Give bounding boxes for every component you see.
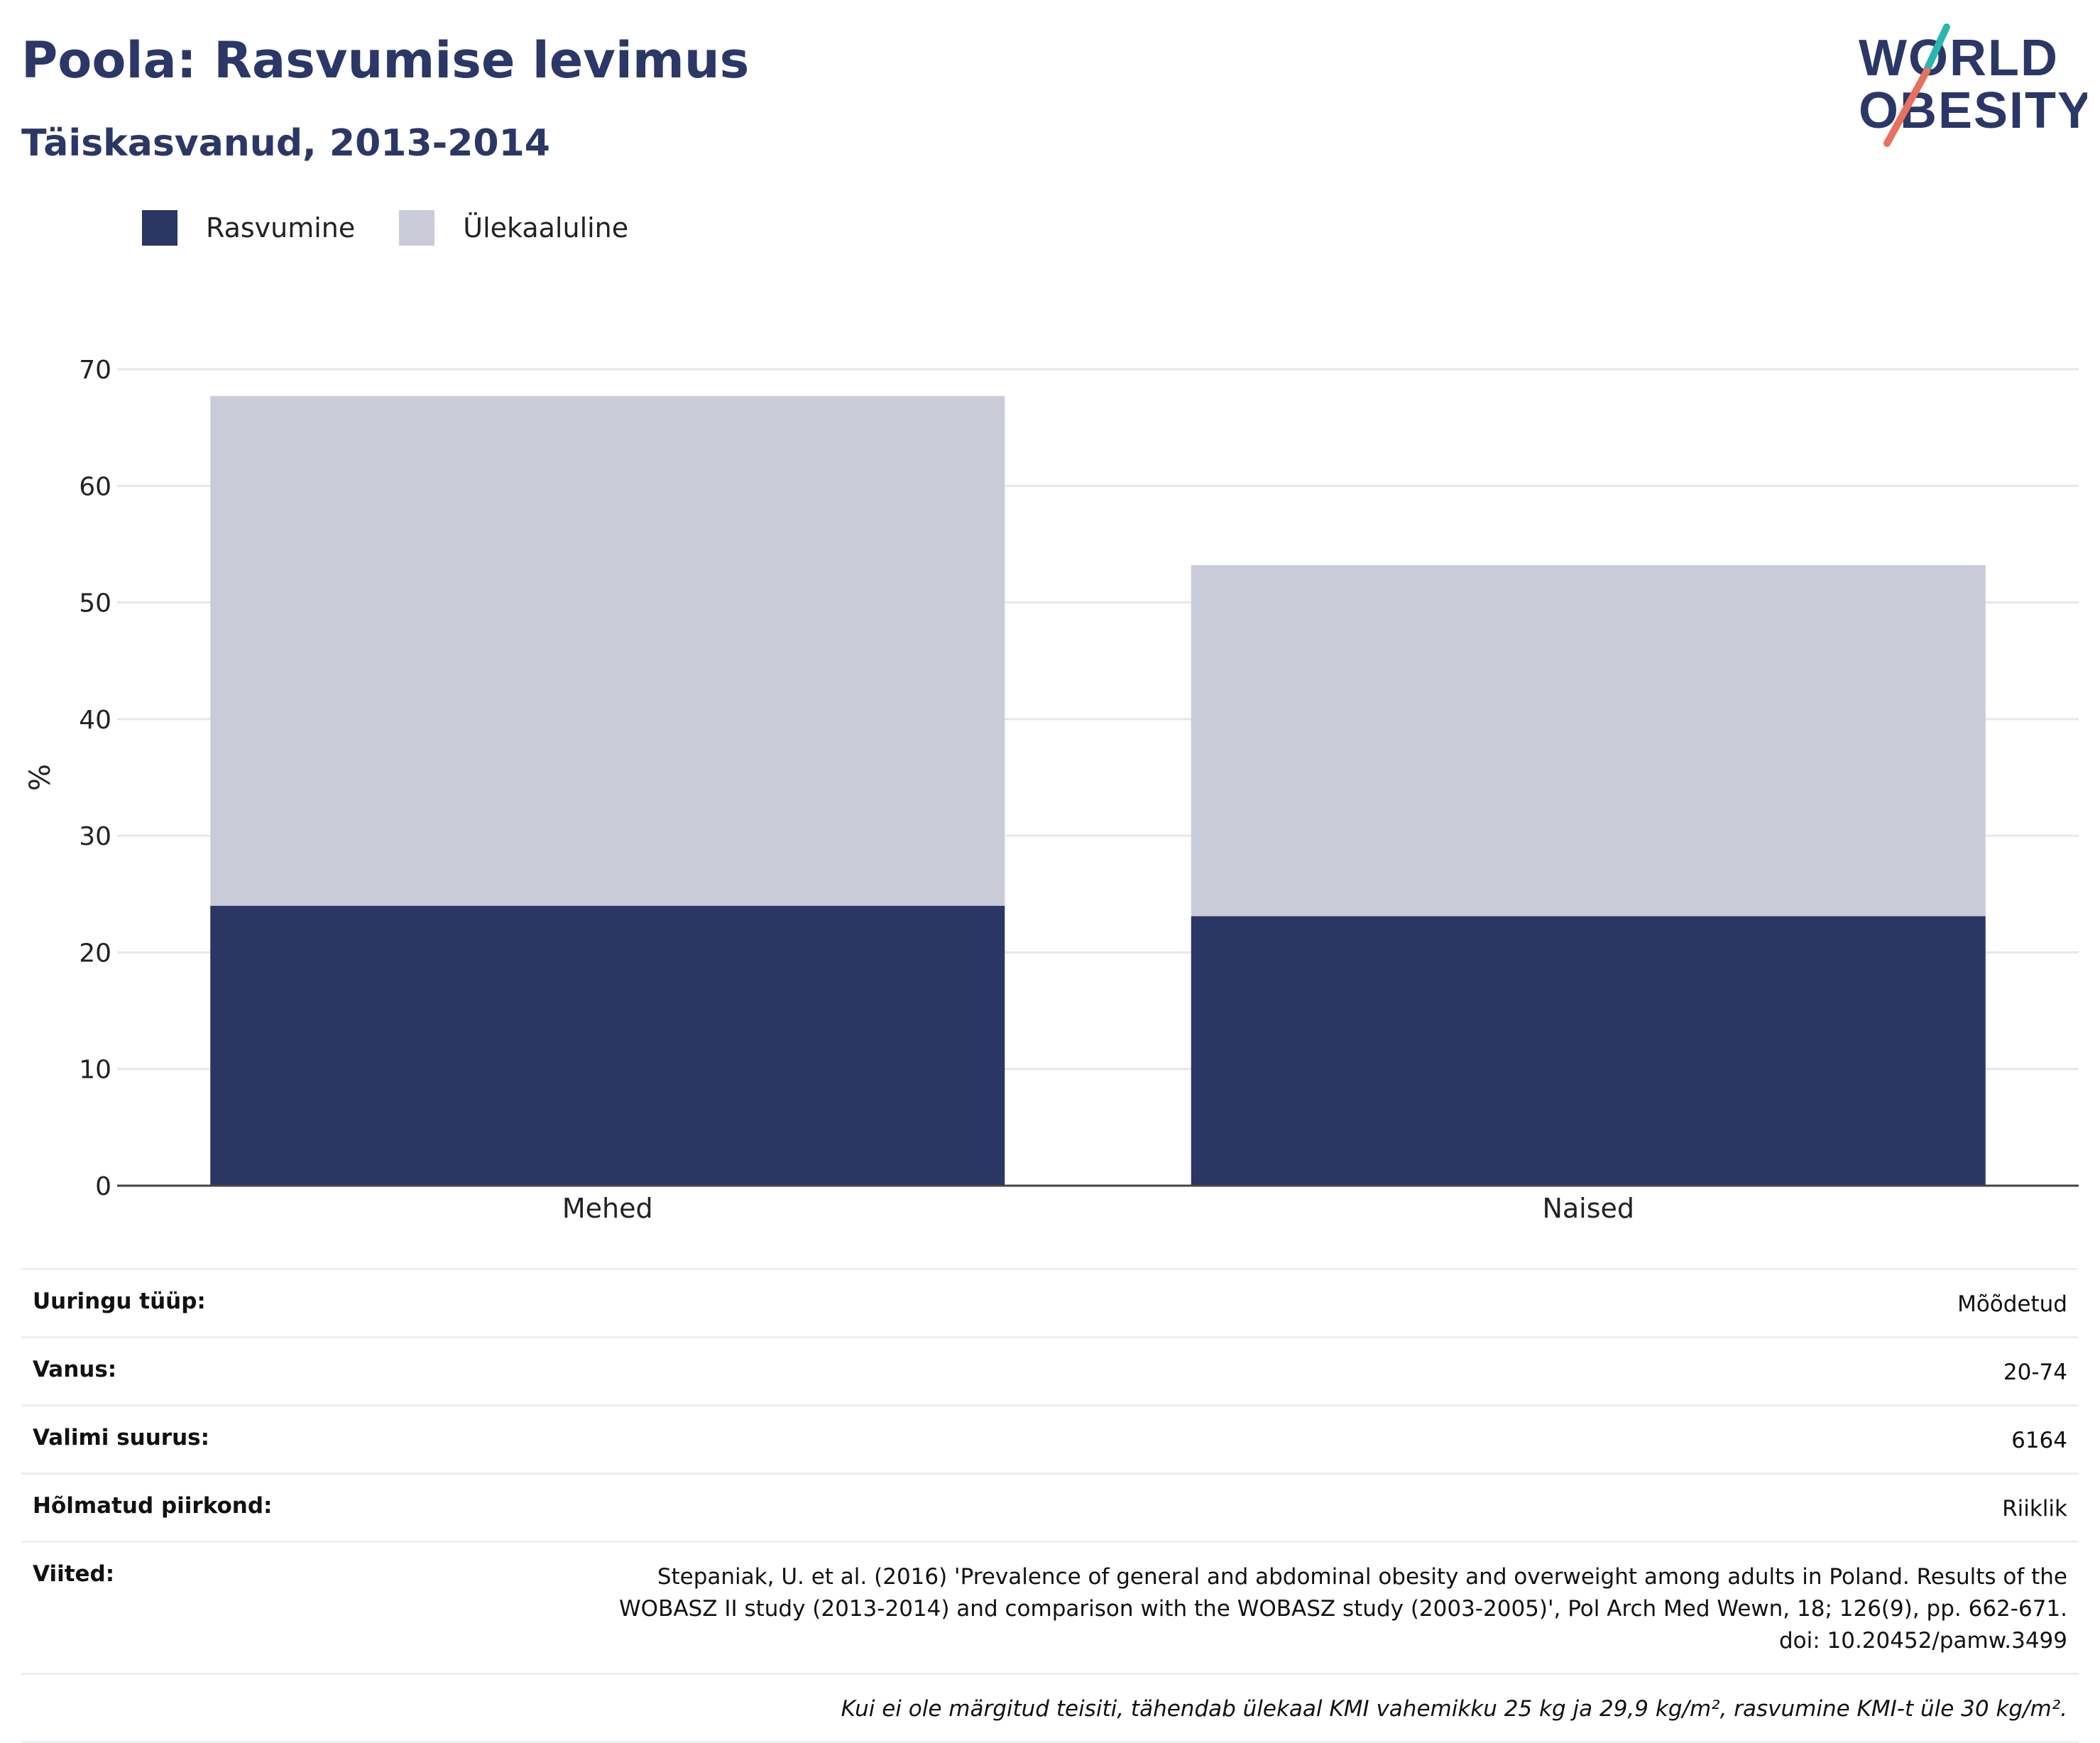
y-tick-label: 60 [79,472,111,501]
chart-subtitle: Täiskasvanud, 2013-2014 [21,122,550,165]
info-value: Riiklik [470,1472,2079,1542]
footnote: Kui ei ole märgitud teisiti, tähendab ül… [21,1673,2079,1743]
info-row-study-type: Uuringu tüüp: Mõõdetud [21,1268,2079,1338]
y-tick-label: 40 [79,706,111,735]
y-tick-label: 30 [79,822,111,851]
bar-overweight-mehed [210,395,1005,906]
reference-line: Stepaniak, U. et al. (2016) 'Prevalence … [657,1564,2067,1590]
legend-label-obesity: Rasvumine [206,212,356,244]
y-axis-label: % [24,764,57,791]
info-row-sample-size: Valimi suurus: 6164 [21,1404,2079,1474]
x-tick-label: Naised [1542,1193,1634,1224]
svg-text:WORLD: WORLD [1859,30,2059,87]
bar-overweight-naised [1191,565,1986,917]
legend-label-overweight: Ülekaaluline [463,212,629,244]
info-value: 6164 [470,1404,2079,1474]
info-value: Mõõdetud [470,1268,2079,1338]
legend-item-obesity: Rasvumine [142,210,355,246]
chart-legend: Rasvumine Ülekaaluline [142,210,672,246]
world-obesity-logo: WORLD OBESITY [1859,23,2087,147]
info-key: Uuringu tüüp: [21,1268,470,1338]
info-key: Viited: [21,1541,470,1674]
info-row-footnote: Kui ei ole märgitud teisiti, tähendab ül… [21,1673,2079,1743]
reference-line: doi: 10.20452/pamw.3499 [1778,1628,2067,1654]
info-row-references: Viited: Stepaniak, U. et al. (2016) 'Pre… [21,1541,2079,1674]
bar-obesity-naised [1191,916,1986,1186]
info-value: Stepaniak, U. et al. (2016) 'Prevalence … [470,1541,2079,1674]
y-tick-label: 50 [79,589,111,618]
study-info-table: Uuringu tüüp: Mõõdetud Vanus: 20-74 Vali… [21,1268,2079,1743]
legend-item-overweight: Ülekaaluline [399,210,628,246]
info-row-area: Hõlmatud piirkond: Riiklik [21,1472,2079,1542]
info-row-age: Vanus: 20-74 [21,1336,2079,1406]
y-tick-label: 70 [79,356,111,385]
legend-swatch-obesity [142,210,177,246]
info-key: Hõlmatud piirkond: [21,1472,470,1542]
info-value: 20-74 [470,1336,2079,1406]
y-tick-label: 20 [79,939,111,968]
y-tick-label: 10 [79,1056,111,1085]
info-key: Vanus: [21,1336,470,1406]
y-tick-label: 0 [95,1172,111,1201]
legend-swatch-overweight [399,210,435,246]
info-key: Valimi suurus: [21,1404,470,1474]
bar-obesity-mehed [210,905,1005,1186]
x-tick-label: Mehed [562,1193,653,1224]
stacked-bar-chart: 0 10 20 30 40 50 60 70% Mehed Naised [24,356,2079,1224]
chart-title: Poola: Rasvumise levimus [21,31,750,89]
reference-line: WOBASZ II study (2013-2014) and comparis… [619,1596,2067,1622]
